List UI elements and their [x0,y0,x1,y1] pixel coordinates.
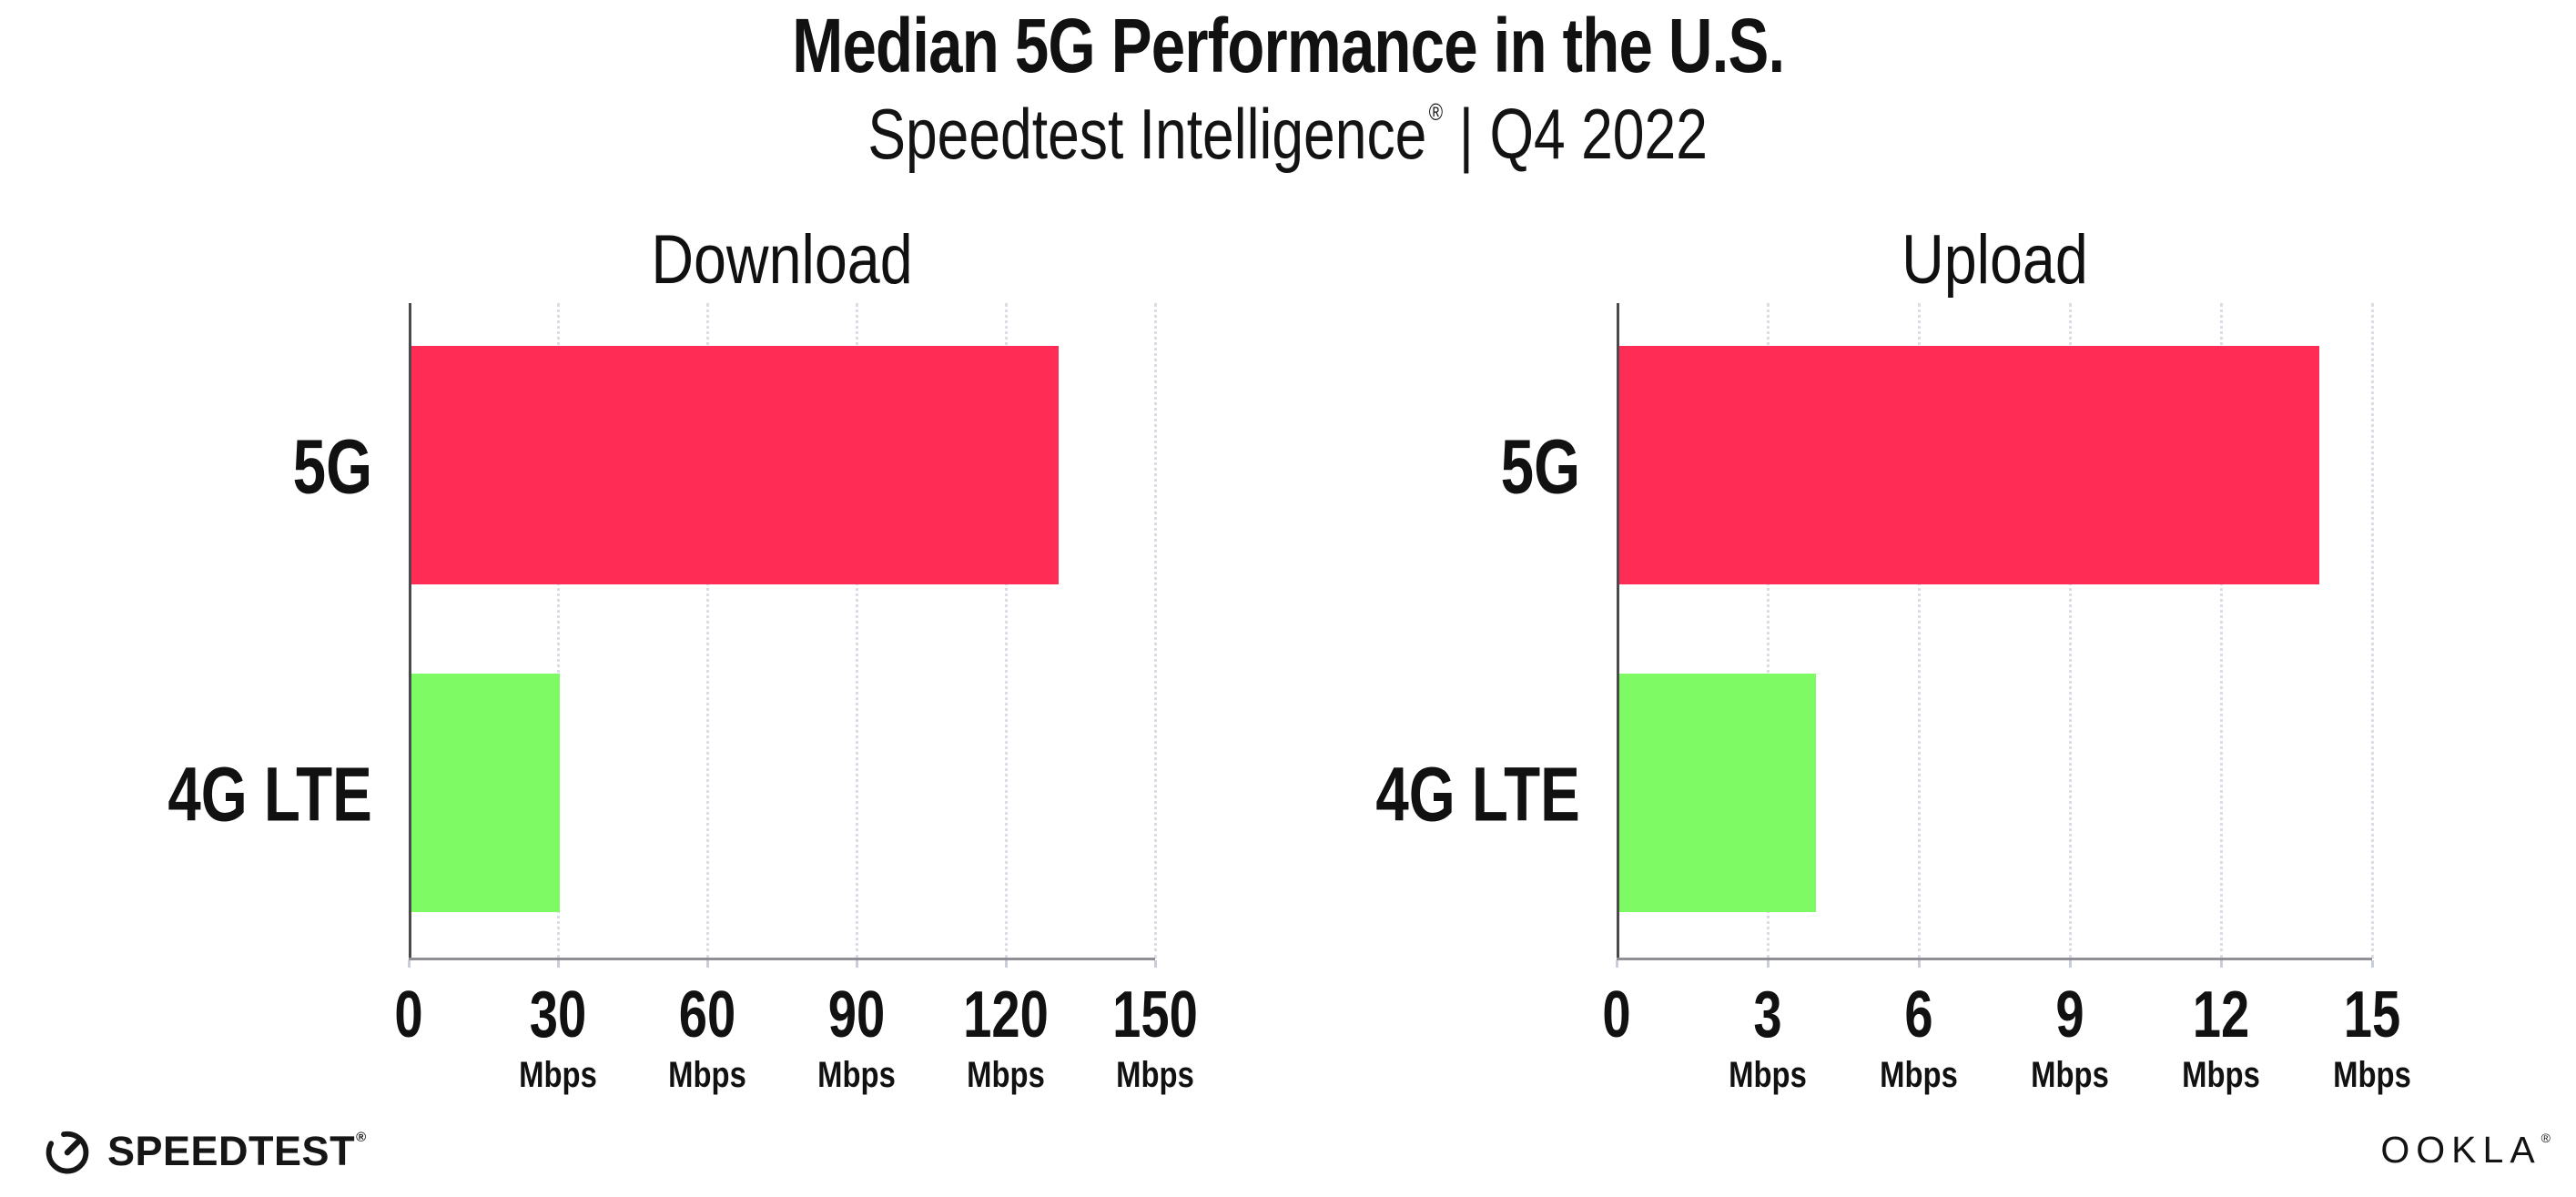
bar-4g-lte [1619,674,1816,912]
gridline [1005,303,1008,959]
x-tick-value: 30 [529,979,587,1051]
x-tick-label: 60 Mbps [660,982,755,1093]
bar-5g [411,346,1059,584]
x-tick-unit: Mbps [668,1055,746,1095]
axis-tick [2220,960,2223,968]
x-tick-value: 12 [2192,979,2250,1051]
axis-tick [1616,960,1618,968]
speedtest-gauge-icon [46,1131,89,1174]
subtitle-brand: Speedtest Intelligence [867,94,1427,175]
x-tick-value: 120 [963,979,1049,1051]
x-tick-value: 0 [1602,979,1631,1051]
x-tick-unit: Mbps [2031,1055,2109,1095]
y-label-4g-lte: 4G LTE [1375,751,1580,837]
x-tick-value: 0 [394,979,423,1051]
x-tick-label: 9 Mbps [2023,982,2117,1093]
upload-chart-body: 5G 4G LTE [1335,303,2374,968]
gridline [1767,303,1770,959]
download-plot-area [408,303,1157,968]
x-tick-unit: Mbps [817,1055,896,1095]
gridline [856,303,858,959]
x-tick-label: 12 Mbps [2174,982,2268,1093]
x-tick-label: 3 Mbps [1720,982,1815,1093]
axis-tick [1767,960,1770,968]
download-chart-body: 5G 4G LTE [127,303,1157,968]
gridline [1918,303,1921,959]
ookla-logo: OOKLA® [2380,1129,2551,1172]
axis-tick [2371,960,2374,968]
y-label-5g: 5G [1500,423,1580,510]
download-chart-title: Download [651,221,913,299]
x-tick-label: 15 Mbps [2325,982,2419,1093]
x-tick-label: 90 Mbps [809,982,904,1093]
gridline [706,303,709,959]
y-label-5g: 5G [292,423,372,510]
gridline [557,303,560,959]
x-tick-value: 60 [678,979,736,1051]
x-tick-unit: Mbps [1116,1055,1194,1095]
subtitle-divider: | [1459,94,1475,175]
x-tick-value: 6 [1904,979,1933,1051]
bar-5g [1619,346,2319,584]
x-tick-unit: Mbps [1729,1055,1807,1095]
upload-y-axis-labels: 5G 4G LTE [1335,303,1617,959]
gridline [2069,303,2072,959]
x-tick-label: 6 Mbps [1871,982,1966,1093]
x-tick-label: 30 Mbps [511,982,605,1093]
speedtest-wordmark: SPEEDTEST® [107,1128,367,1174]
axis-tick [408,960,411,968]
gridline [2371,303,2374,959]
x-tick-value: 150 [1112,979,1198,1051]
upload-x-axis-labels: 0 3 Mbps 6 Mbps 9 Mbps 12 Mbps 15 Mbps [1602,959,2410,1095]
page-subtitle: Speedtest Intelligence® | Q4 2022 [0,98,2576,169]
registered-trademark-icon: ® [1429,98,1444,127]
x-tick-label: 0 [390,982,427,1048]
axis-tick [706,960,709,968]
page-title-text: Median 5G Performance in the U.S. [791,3,1785,88]
registered-trademark-icon: ® [2541,1131,2551,1145]
x-tick-unit: Mbps [2333,1055,2411,1095]
axis-tick [557,960,560,968]
axis-tick [1005,960,1008,968]
axis-tick [1154,960,1157,968]
upload-chart-title: Upload [1901,221,2088,299]
download-x-axis-labels: 0 30 Mbps 60 Mbps 90 Mbps 120 Mbps 150 Mbps [394,959,1197,1095]
x-tick-value: 15 [2343,979,2401,1051]
upload-plot-area [1616,303,2374,968]
page-title: Median 5G Performance in the U.S. [0,5,2576,86]
axis-tick [856,960,858,968]
x-tick-label: 120 Mbps [951,982,1060,1093]
x-tick-value: 3 [1753,979,1782,1051]
gridline [2220,303,2223,959]
subtitle-period: Q4 2022 [1489,94,1709,175]
axis-tick [1918,960,1921,968]
axis-tick [2069,960,2072,968]
x-tick-unit: Mbps [2182,1055,2260,1095]
page-subtitle-text: Speedtest Intelligence® | Q4 2022 [868,98,1709,169]
x-tick-unit: Mbps [967,1055,1045,1095]
header: Median 5G Performance in the U.S. Speedt… [0,5,2576,169]
speedtest-logo: SPEEDTEST® [42,1126,367,1177]
y-label-4g-lte: 4G LTE [167,751,372,837]
x-tick-label: 0 [1598,982,1635,1048]
ookla-wordmark: OOKLA [2380,1129,2541,1171]
download-chart: Download 5G 4G LTE 0 30 Mbps 60 Mbps 90 Mbps 12… [127,217,1198,1095]
registered-trademark-icon: ® [356,1130,367,1145]
x-tick-label: 150 Mbps [1100,982,1210,1093]
x-tick-unit: Mbps [1880,1055,1958,1095]
x-tick-unit: Mbps [519,1055,597,1095]
x-tick-value: 90 [827,979,886,1051]
x-tick-value: 9 [2055,979,2084,1051]
gridline [1154,303,1157,959]
upload-chart: Upload 5G 4G LTE 0 3 Mbps 6 Mbps 9 Mbps 12 Mbps 1… [1335,217,2411,1095]
download-y-axis-labels: 5G 4G LTE [127,303,409,959]
bar-4g-lte [411,674,560,912]
